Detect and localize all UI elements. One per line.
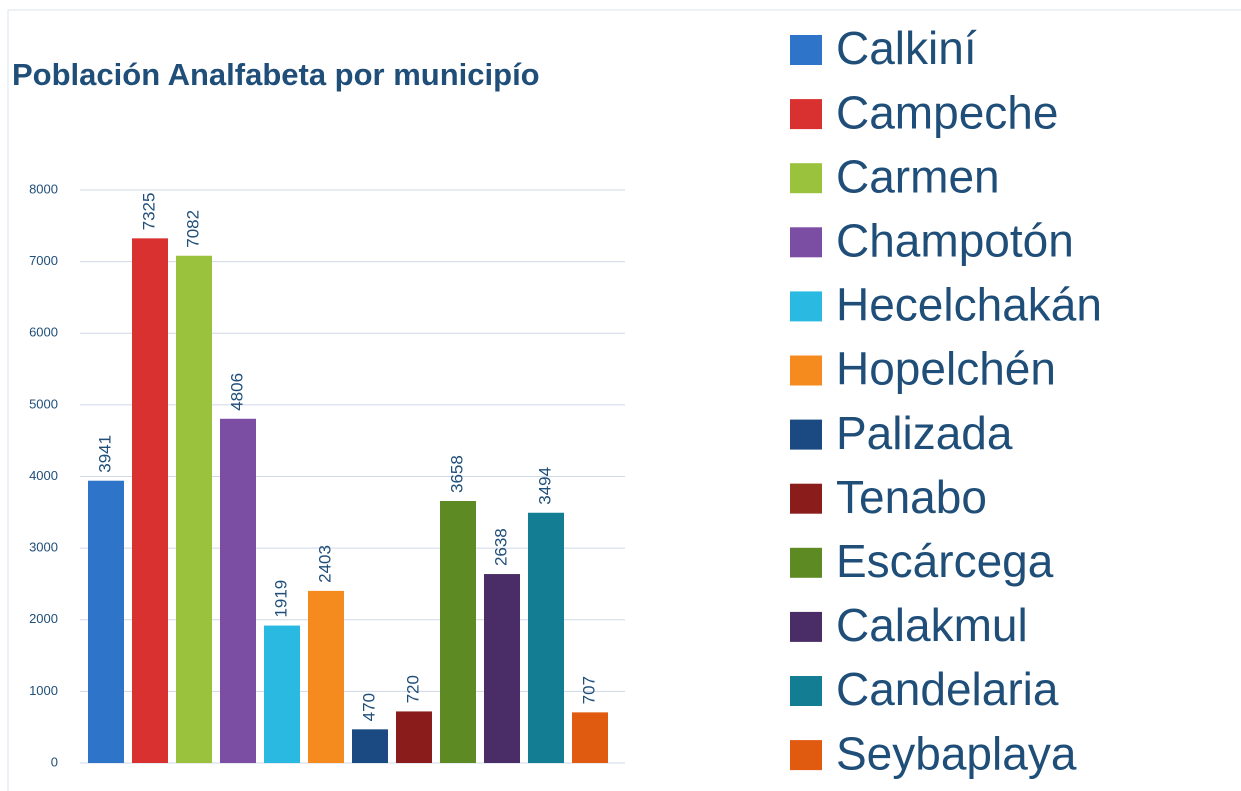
data-label: 720: [403, 675, 422, 703]
legend-swatch: [790, 227, 822, 258]
bar: [308, 590, 344, 763]
data-label: 2638: [491, 528, 510, 566]
legend-swatch: [790, 676, 822, 706]
bar: [352, 729, 388, 763]
data-label: 3658: [447, 455, 466, 493]
bar: [176, 255, 212, 763]
legend-label: Calkiní: [836, 22, 977, 74]
bar: [264, 625, 300, 763]
legend-label: Seybaplaya: [836, 727, 1077, 779]
data-label: 7325: [139, 193, 158, 231]
data-label: 1919: [271, 580, 290, 618]
bar: [220, 418, 256, 763]
chart-title: Población Analfabeta por municipío: [12, 57, 540, 92]
bar: [132, 238, 168, 764]
data-label: 2403: [315, 545, 334, 583]
bar: [396, 711, 432, 763]
legend-swatch: [790, 419, 822, 450]
legend-swatch: [790, 740, 822, 771]
data-label: 470: [359, 693, 378, 721]
legend-label: Hecelchakán: [836, 279, 1102, 331]
legend-swatch: [790, 547, 822, 578]
data-label: 3941: [95, 435, 114, 473]
bar: [572, 712, 608, 763]
y-tick-label: 1000: [29, 683, 58, 698]
legend-label: Escárcega: [836, 535, 1054, 587]
data-label: 707: [579, 676, 598, 704]
y-tick-label: 4000: [29, 468, 58, 483]
chart-border: [7, 9, 1241, 791]
y-tick-label: 5000: [29, 396, 58, 411]
legend-label: Calakmul: [836, 599, 1028, 651]
y-tick-label: 0: [51, 754, 58, 769]
bar: [528, 512, 564, 763]
y-tick-label: 7000: [29, 253, 58, 268]
legend-label: Champotón: [836, 214, 1074, 266]
legend-swatch: [790, 483, 822, 514]
legend-swatch: [790, 163, 822, 194]
legend-label: Carmen: [836, 150, 1000, 202]
y-tick-label: 3000: [29, 540, 58, 555]
bar: [484, 574, 520, 763]
legend-swatch: [790, 291, 822, 322]
legend-swatch: [790, 35, 822, 65]
legend-label: Candelaria: [836, 663, 1059, 715]
data-label: 7082: [183, 210, 202, 248]
y-tick-label: 2000: [29, 611, 58, 626]
data-label: 3494: [535, 467, 554, 505]
legend-swatch: [790, 611, 822, 642]
legend-swatch: [790, 99, 822, 130]
data-label: 4806: [227, 373, 246, 411]
y-tick-label: 6000: [29, 325, 58, 340]
y-tick-label: 8000: [29, 181, 58, 196]
legend-swatch: [790, 355, 822, 386]
legend-label: Tenabo: [836, 471, 987, 523]
bar: [88, 480, 124, 763]
bar: [440, 500, 476, 763]
legend-label: Hopelchén: [836, 343, 1056, 395]
legend-label: Palizada: [836, 407, 1013, 459]
legend-label: Campeche: [836, 86, 1058, 138]
